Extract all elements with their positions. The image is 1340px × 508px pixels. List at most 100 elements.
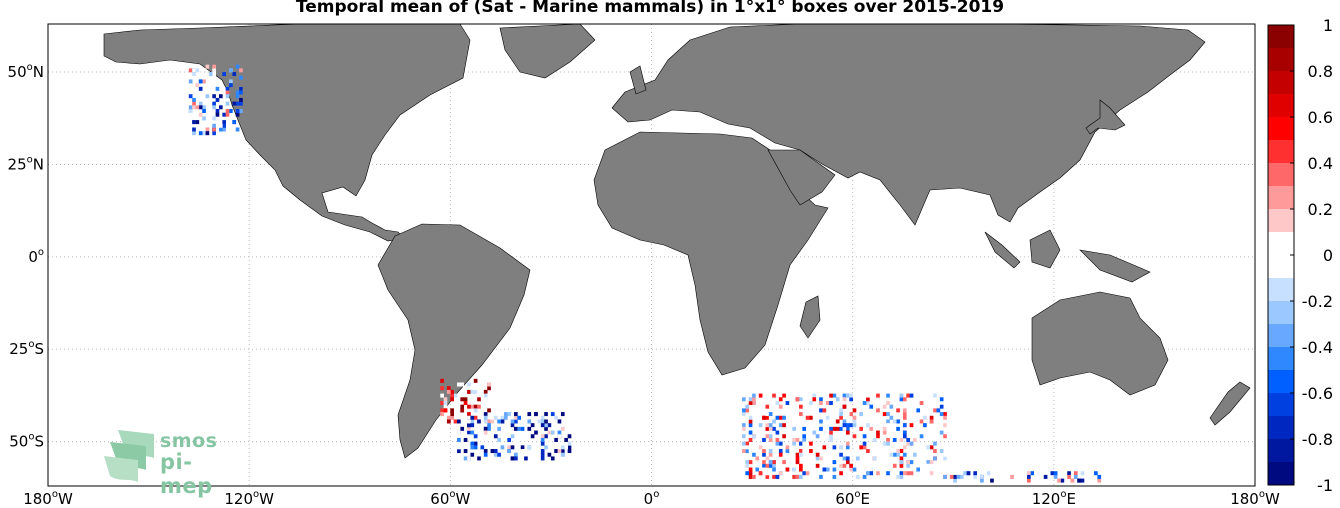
data-cell (748, 400, 753, 405)
landmass-africa (593, 131, 829, 376)
data-cell (939, 397, 944, 402)
data-cell (902, 412, 907, 417)
colorbar-segment (1268, 347, 1294, 371)
data-cell (933, 393, 937, 398)
data-cell (809, 441, 813, 446)
data-cell (902, 423, 907, 428)
data-cell (785, 445, 790, 450)
data-cell (467, 404, 471, 409)
data-cell (222, 127, 226, 132)
data-cell (514, 415, 518, 420)
data-cell (745, 404, 750, 409)
data-cell (212, 68, 216, 73)
data-cell (765, 415, 770, 420)
data-cell (470, 445, 475, 450)
data-cell (550, 419, 555, 424)
landmass-japan (1085, 99, 1126, 135)
data-cell (477, 404, 481, 409)
data-cell (869, 404, 874, 409)
data-cell (936, 408, 941, 413)
data-cell (517, 415, 522, 420)
data-cell (527, 445, 532, 450)
data-cell (852, 415, 857, 420)
data-cell (450, 415, 454, 420)
data-cell (470, 389, 475, 394)
data-cell (795, 437, 800, 442)
data-cell (809, 449, 813, 454)
data-cell (534, 445, 538, 450)
data-cell (819, 397, 823, 402)
data-cell (926, 397, 931, 402)
data-cell (534, 430, 538, 435)
data-cell (832, 426, 837, 431)
data-cell (534, 412, 538, 417)
data-cell (892, 437, 897, 442)
data-cell (1060, 478, 1065, 483)
data-cell (939, 404, 944, 409)
data-cell (440, 378, 444, 383)
colorbar-segment (1268, 255, 1294, 279)
data-cell (225, 112, 230, 117)
data-cell (775, 441, 780, 446)
data-cell (812, 449, 817, 454)
data-cell (195, 68, 200, 73)
data-cell (483, 389, 488, 394)
data-cell (849, 467, 853, 472)
data-cell (799, 452, 803, 457)
x-axis-ticks: 180oW 120oW 60oW 0o 60oE 120oE 180oW (23, 489, 1280, 508)
data-cell (463, 456, 468, 461)
data-cell (198, 79, 203, 84)
data-cell (812, 397, 817, 402)
data-cell (742, 449, 746, 454)
data-cell (762, 437, 766, 442)
data-cell (205, 131, 210, 136)
data-cell (785, 449, 790, 454)
data-cell (198, 131, 203, 136)
data-cell (902, 434, 907, 439)
data-cell (772, 467, 776, 472)
data-cell (966, 471, 971, 476)
x-tick-label: 60oW (430, 489, 470, 508)
data-cell (886, 441, 890, 446)
data-cell (477, 419, 481, 424)
data-cell (500, 445, 505, 450)
colorbar-tick-label: -0.8 (1302, 430, 1333, 449)
data-cell (775, 415, 780, 420)
data-cell (929, 460, 934, 465)
data-cell (235, 64, 240, 69)
data-cell (467, 426, 471, 431)
data-cell (765, 456, 770, 461)
data-cell (544, 445, 548, 450)
data-cell (1073, 471, 1078, 476)
data-cell (1050, 471, 1055, 476)
data-cell (564, 437, 568, 442)
data-cell (762, 452, 766, 457)
data-cell (896, 426, 900, 431)
data-cell (933, 441, 937, 446)
data-cell (188, 79, 193, 84)
data-cell (188, 94, 193, 99)
data-cell (815, 415, 820, 420)
y-tick-label: 25oS (9, 339, 44, 358)
data-cell (909, 423, 914, 428)
smos-pi-mep-logo: smos pi-mep (104, 428, 234, 498)
data-cell (795, 474, 800, 479)
data-cell (507, 412, 511, 417)
data-cell (192, 72, 196, 77)
data-cell (809, 415, 813, 420)
data-cell (530, 434, 535, 439)
data-cell (443, 397, 448, 402)
data-cell (463, 449, 468, 454)
data-cell (802, 441, 807, 446)
data-cell (463, 437, 468, 442)
data-cell (886, 423, 890, 428)
data-cell (943, 456, 947, 461)
data-cell (510, 434, 515, 439)
data-cell (530, 456, 535, 461)
data-cell (829, 393, 833, 398)
data-cell (852, 419, 857, 424)
data-cell (913, 452, 917, 457)
data-cell (560, 426, 565, 431)
data-cell (913, 437, 917, 442)
data-cell (866, 471, 870, 476)
